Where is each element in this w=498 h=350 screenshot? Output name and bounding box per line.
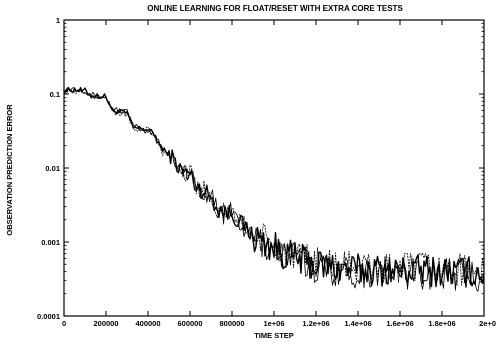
x-tick-label: 600000 bbox=[177, 319, 202, 328]
y-tick-label: 0.0001 bbox=[37, 312, 60, 321]
chart-title: ONLINE LEARNING FOR FLOAT/RESET WITH EXT… bbox=[147, 4, 403, 13]
x-tick-label: 1.2e+06 bbox=[302, 319, 329, 328]
y-tick-label: 1 bbox=[56, 16, 60, 25]
x-tick-label: 400000 bbox=[135, 319, 160, 328]
x-axis-ticks: 0 200000 400000 600000 800000 1e+06 1.2e+06 1.4… bbox=[62, 20, 496, 328]
y-tick-label: 0.001 bbox=[41, 238, 60, 247]
y-axis-label: OBSERVATION PREDICTION ERROR bbox=[5, 104, 14, 236]
x-tick-label: 1.4e+06 bbox=[344, 319, 371, 328]
x-tick-label: 800000 bbox=[219, 319, 244, 328]
y-tick-label: 0.1 bbox=[50, 90, 60, 99]
series-line bbox=[63, 88, 485, 286]
x-axis-label: TIME STEP bbox=[254, 331, 294, 340]
x-tick-label: 1.6e+06 bbox=[386, 319, 413, 328]
y-axis-ticks: 0.0001 0.001 0.01 0.1 1 bbox=[37, 16, 484, 321]
x-tick-label: 1.8e+06 bbox=[428, 319, 455, 328]
x-tick-label: 2e+0 bbox=[479, 319, 496, 328]
series-group bbox=[63, 86, 485, 292]
series-line bbox=[63, 86, 485, 288]
x-tick-label: 200000 bbox=[93, 319, 118, 328]
x-tick-label: 0 bbox=[62, 319, 66, 328]
x-tick-label: 1e+06 bbox=[263, 319, 284, 328]
y-tick-label: 0.01 bbox=[45, 164, 60, 173]
series-line bbox=[63, 87, 485, 292]
